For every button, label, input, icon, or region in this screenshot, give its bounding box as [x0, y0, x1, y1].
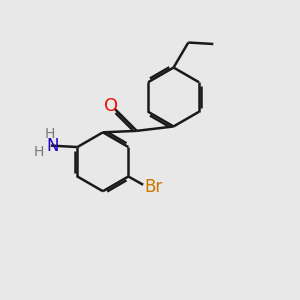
Text: H: H — [44, 128, 55, 141]
Text: Br: Br — [144, 178, 163, 196]
Text: O: O — [104, 98, 118, 116]
Text: N: N — [46, 137, 59, 155]
Text: H: H — [33, 145, 44, 159]
